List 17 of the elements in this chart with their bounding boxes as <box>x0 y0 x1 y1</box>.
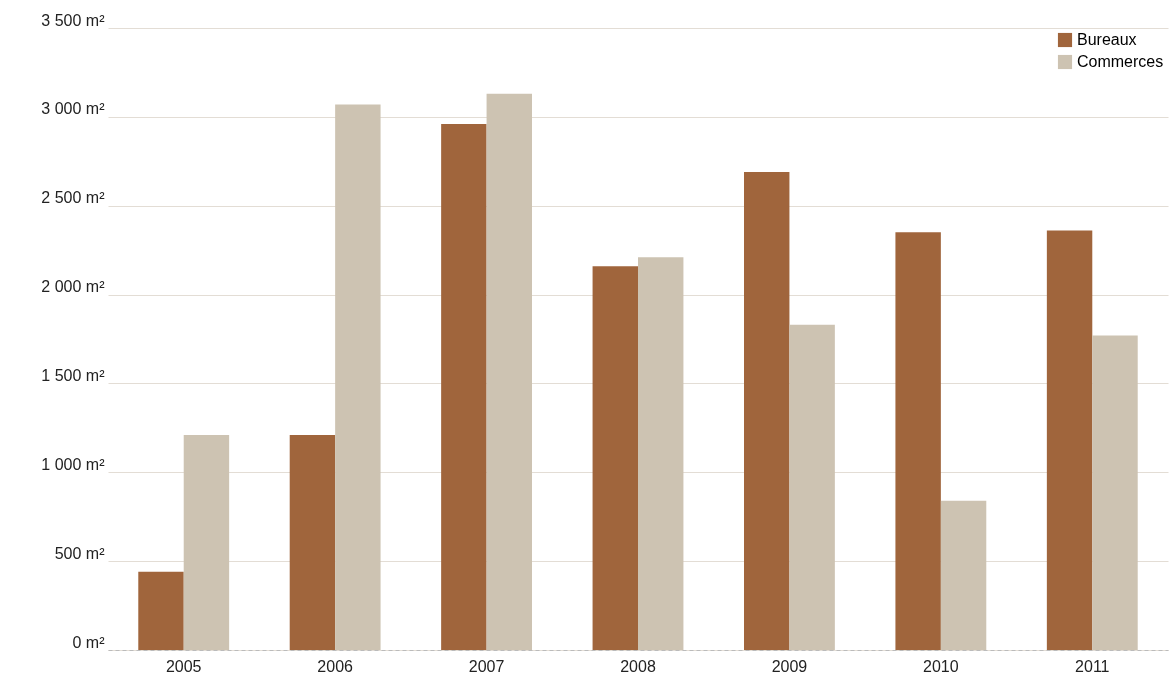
y-tick-label: 1 000 m² <box>41 455 106 473</box>
legend-label: Commerces <box>1077 53 1164 70</box>
y-tick-label: 2 500 m² <box>41 189 106 207</box>
x-tick-label: 2007 <box>468 657 505 675</box>
x-tick-label: 2011 <box>1075 657 1110 675</box>
legend-label: Bureaux <box>1077 31 1137 48</box>
x-tick-label: 2009 <box>771 657 808 675</box>
x-tick-label: 2008 <box>620 657 656 675</box>
y-tick-label: 1 500 m² <box>41 366 106 384</box>
y-tick-label: 0 m² <box>72 633 106 651</box>
y-tick-label: 2 000 m² <box>41 278 106 296</box>
x-tick-label: 2006 <box>317 657 354 675</box>
y-tick-label: 500 m² <box>54 544 106 562</box>
x-tick-label: 2010 <box>923 657 959 675</box>
x-tick-label: 2005 <box>165 657 202 675</box>
y-tick-label: 3 500 m² <box>41 11 106 29</box>
y-tick-label: 3 000 m² <box>41 100 106 118</box>
